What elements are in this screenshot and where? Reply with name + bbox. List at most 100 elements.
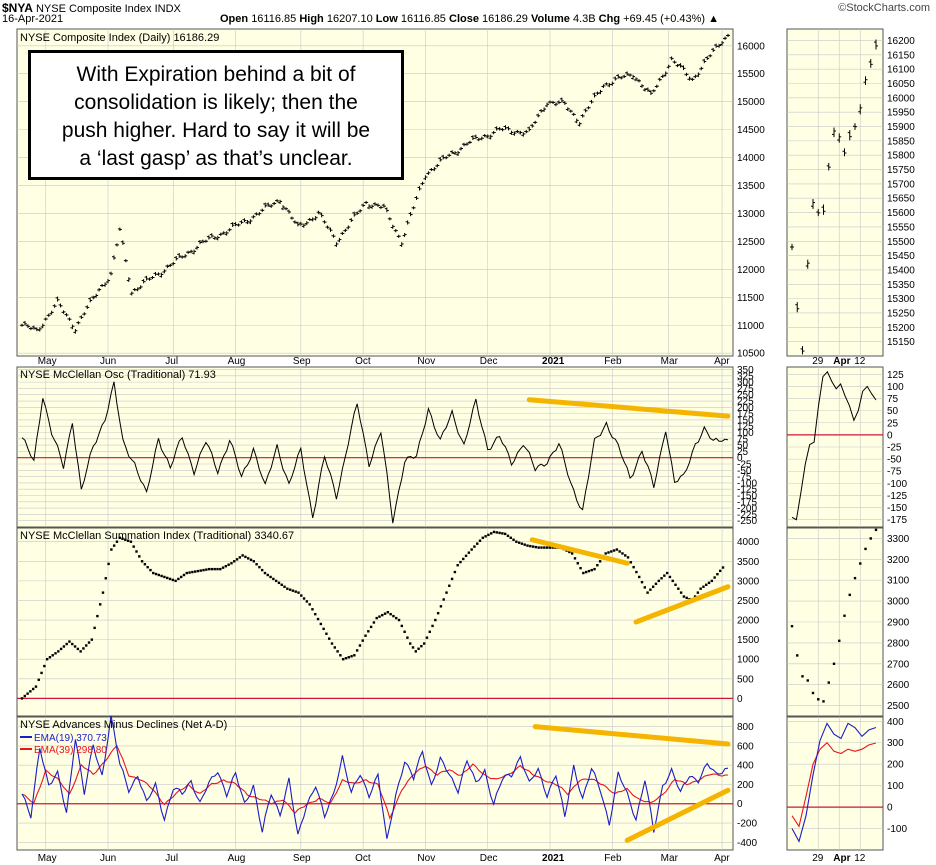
sum-dot <box>481 536 485 539</box>
sum-dot <box>545 546 549 549</box>
sum-dot <box>596 564 599 567</box>
x-tick-label-bottom: Dec <box>480 853 498 864</box>
sum-dot <box>344 657 348 660</box>
sum-dot <box>515 540 518 543</box>
sum-side-ytick-label: 2700 <box>887 659 910 670</box>
sum-dot <box>705 583 708 586</box>
sum-side-dot <box>853 576 857 580</box>
price-ytick-label: 16000 <box>737 41 765 52</box>
sum-dot <box>252 560 256 563</box>
sum-side-ytick-label: 3200 <box>887 555 910 566</box>
sum-dot <box>409 642 412 645</box>
osc-ytick-label: 350 <box>737 365 754 376</box>
side-x-tick-label-bottom: 29 <box>812 853 824 864</box>
sum-dot <box>610 550 613 553</box>
price-ytick-label: 11000 <box>737 321 765 332</box>
osc-side-ytick-label: -175 <box>887 515 907 526</box>
sum-dot <box>115 540 119 543</box>
sum-dot <box>188 571 191 574</box>
close-label: Close <box>449 13 479 25</box>
chart-header-symbol: $NYA NYSE Composite Index INDX <box>2 1 181 15</box>
osc-ytick-label: -50 <box>737 466 752 477</box>
ticker-name: NYSE Composite Index INDX <box>35 3 181 15</box>
annotation-line-3: push higher. Hard to say it will be <box>61 119 371 142</box>
sum-dot <box>635 570 638 574</box>
osc-side-ytick-label: 125 <box>887 370 904 381</box>
chart-date: 16-Apr-2021 <box>2 13 64 25</box>
sum-dot <box>621 552 624 555</box>
sum-dot <box>339 654 342 657</box>
price-ytick-label: 12500 <box>737 237 765 248</box>
sum-dot <box>65 642 68 646</box>
sum-dot <box>244 555 247 559</box>
sum-dot <box>537 546 540 549</box>
sum-dot <box>431 624 434 628</box>
sum-dot <box>314 612 317 616</box>
sum-dot <box>277 581 281 585</box>
sum-dot <box>216 567 219 571</box>
sum-dot <box>124 538 127 541</box>
close-value: 16186.29 <box>482 13 528 25</box>
x-tick-label-top: Feb <box>604 356 622 367</box>
sum-dot <box>470 548 473 551</box>
x-tick-label-top: 2021 <box>542 356 565 367</box>
volume-value: 4.3B <box>572 13 596 25</box>
osc-ytick-label: 300 <box>737 378 754 389</box>
sum-dot <box>336 650 339 653</box>
sum-dot <box>638 575 641 579</box>
sum-dot <box>57 650 60 653</box>
sum-dot <box>699 587 702 590</box>
sum-dot <box>233 560 236 563</box>
sum-dot <box>593 567 596 571</box>
sum-dot <box>260 568 264 572</box>
sum-dot <box>467 551 471 554</box>
sum-dot <box>587 569 591 573</box>
sum-dot <box>157 573 161 577</box>
sum-dot <box>453 570 457 574</box>
high-label: High <box>299 13 324 25</box>
sum-dot <box>29 690 32 693</box>
sum-dot <box>629 561 633 564</box>
ema19-line <box>21 715 729 839</box>
x-tick-label-top: Mar <box>661 356 679 367</box>
sum-dot <box>230 562 233 565</box>
ad-ytick-label: 600 <box>737 741 754 752</box>
ad-ytick-label: 800 <box>737 722 754 733</box>
sum-dot <box>62 645 66 648</box>
panel-side-1 <box>786 28 884 357</box>
sum-dot <box>146 565 149 569</box>
sum-dot <box>224 564 228 568</box>
osc-side-ytick-label: -50 <box>887 455 902 466</box>
side-x-tick-label-top: 29 <box>812 356 824 367</box>
sum-dot <box>90 638 94 641</box>
sum-dot <box>93 626 96 630</box>
sum-dot <box>193 570 197 573</box>
sum-dot <box>476 542 479 545</box>
sum-side-dot <box>832 662 836 665</box>
sum-side-ytick-label: 3000 <box>887 597 910 608</box>
sum-dot <box>235 558 239 561</box>
annotation-line-2: consolidation is likely; then the <box>74 91 358 114</box>
x-tick-label-bottom: Nov <box>417 853 435 864</box>
osc-ytick-label: -125 <box>737 485 757 496</box>
sum-dot <box>168 577 172 581</box>
sum-dot <box>316 617 320 621</box>
side-x-tick-label-bottom: Apr <box>833 853 850 864</box>
sum-dot <box>300 594 303 597</box>
ad-side-ytick-label: 400 <box>887 717 904 728</box>
sum-dot <box>456 564 459 567</box>
sum-dot <box>213 567 216 571</box>
sum-dot <box>107 562 110 566</box>
sum-dot <box>682 595 686 598</box>
annotation-line-4: a ‘last gasp’ as that’s unclear. <box>79 147 353 170</box>
sum-dot <box>355 649 359 652</box>
sum-dot <box>372 621 376 624</box>
sum-side-dot <box>806 679 809 682</box>
sum-dot <box>73 645 77 648</box>
osc-ytick-label: 50 <box>737 441 749 452</box>
sum-dot <box>702 585 705 588</box>
sum-dot <box>473 545 476 548</box>
sum-dot <box>121 537 124 540</box>
sum-dot <box>266 573 269 577</box>
sum-dot <box>210 567 214 571</box>
